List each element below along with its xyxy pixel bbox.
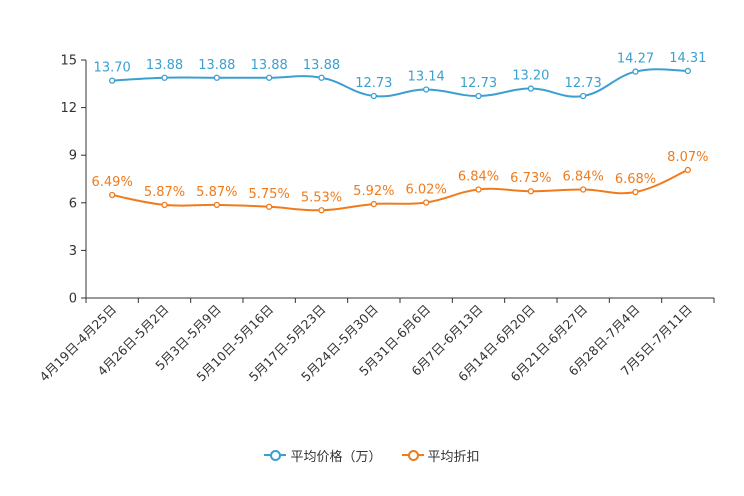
data-point (109, 77, 116, 84)
data-point (580, 92, 587, 100)
data-point (109, 191, 116, 199)
data-point (475, 92, 482, 100)
axes: 036912154月19日-4月25日4月26日-5月2日5月3日-5月9日5月… (36, 54, 715, 384)
data-label: 12.73 (565, 76, 602, 91)
data-label: 5.53% (301, 190, 342, 205)
legend-label-discount: 平均折扣 (427, 449, 480, 465)
data-label: 13.88 (198, 58, 235, 73)
data-label: 6.68% (615, 172, 656, 187)
data-point (527, 85, 534, 92)
data-label: 12.73 (460, 76, 497, 91)
data-point (684, 67, 691, 75)
legend-line-circle-icon (401, 449, 424, 461)
legend-label-price: 平均价格（万） (290, 449, 382, 465)
data-label: 13.88 (251, 58, 288, 73)
data-label: 13.70 (94, 61, 131, 76)
y-tick-label: 3 (69, 244, 77, 259)
data-point (423, 86, 430, 93)
legend-item-discount[interactable]: 平均折扣 (401, 446, 480, 465)
series-layer: 13.70 13.88 13.88 13.88 13.88 12.73 13.14 12.73… (92, 51, 708, 214)
data-label: 8.07% (667, 150, 708, 165)
data-point (213, 74, 220, 81)
data-label: 12.73 (355, 76, 392, 91)
data-label: 13.88 (303, 58, 340, 73)
data-point (527, 188, 534, 195)
data-point (370, 200, 377, 208)
data-label: 6.73% (510, 171, 551, 186)
legend-item-price[interactable]: 平均价格（万） (264, 446, 382, 465)
y-tick-label: 6 (69, 196, 77, 211)
data-point (632, 188, 639, 196)
series-line (112, 68, 688, 98)
data-label: 14.27 (617, 52, 654, 67)
data-point (475, 186, 482, 193)
data-point (266, 203, 273, 210)
data-label: 5.87% (196, 185, 237, 200)
data-point (161, 201, 168, 209)
data-label: 13.20 (512, 69, 549, 84)
data-label: 13.14 (408, 70, 445, 85)
y-tick-label: 12 (60, 101, 77, 116)
series-1: 6.49% 5.87% 5.87% 5.75% 5.53% 5.92% 6.02% 6.84%… (92, 150, 708, 214)
data-point (266, 74, 273, 81)
series-line (111, 169, 689, 212)
y-tick-label: 9 (69, 149, 77, 164)
data-label: 13.88 (146, 58, 183, 73)
y-tick-label: 15 (60, 54, 77, 69)
data-point (684, 166, 691, 174)
data-point (318, 207, 325, 214)
data-label: 6.02% (406, 182, 447, 197)
y-tick-label: 0 (69, 292, 77, 307)
legend: 平均价格（万） 平均折扣 (0, 444, 744, 466)
data-label: 6.84% (563, 169, 604, 184)
data-point (370, 92, 377, 100)
legend-line-circle-icon (264, 449, 287, 461)
data-label: 5.87% (144, 185, 185, 200)
data-point (213, 201, 220, 209)
data-label: 6.49% (92, 175, 133, 190)
data-point (580, 186, 587, 193)
data-point (161, 74, 168, 81)
data-label: 5.75% (249, 187, 290, 202)
data-point (318, 74, 325, 81)
data-point (632, 68, 639, 75)
data-label: 5.92% (353, 184, 394, 199)
data-label: 6.84% (458, 169, 499, 184)
series-0: 13.70 13.88 13.88 13.88 13.88 12.73 13.14 12.73… (94, 51, 706, 100)
data-label: 14.31 (669, 51, 706, 66)
data-point (423, 199, 430, 206)
